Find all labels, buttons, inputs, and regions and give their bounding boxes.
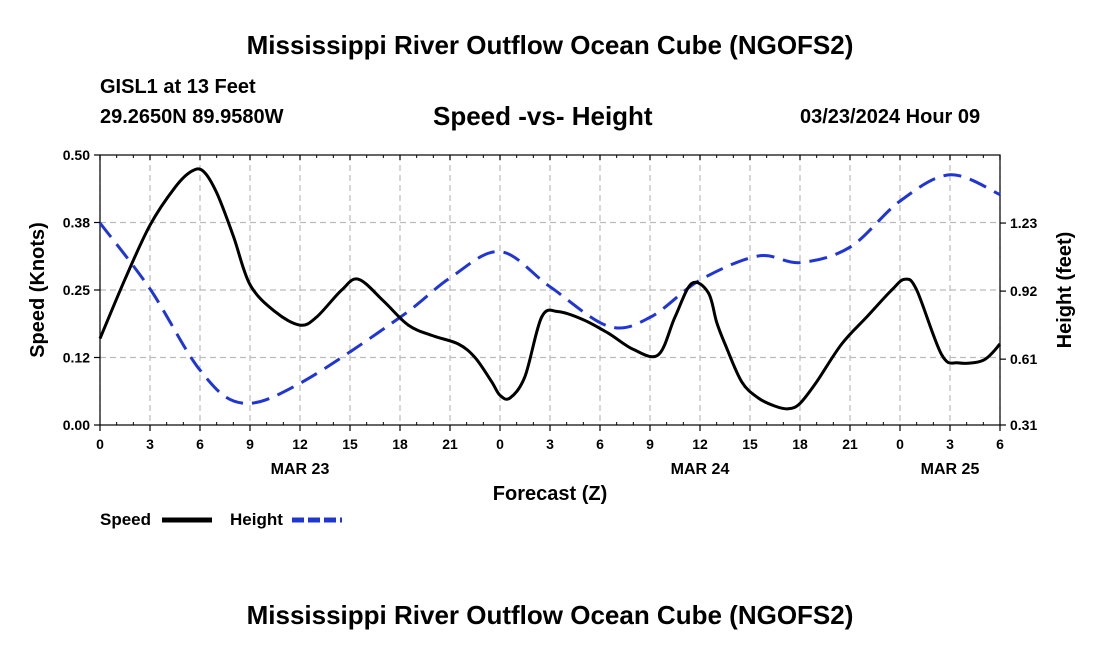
legend-height-label: Height bbox=[230, 510, 283, 529]
x-tick-label: 0 bbox=[96, 436, 104, 452]
x-tick-label: 0 bbox=[496, 436, 504, 452]
date-label: MAR 25 bbox=[921, 461, 980, 478]
x-tick-label: 6 bbox=[196, 436, 204, 452]
x-tick-label: 18 bbox=[792, 436, 808, 452]
x-tick-label: 0 bbox=[896, 436, 904, 452]
y-tick-label: 0.00 bbox=[63, 417, 90, 433]
bottom-repeated-title: Mississippi River Outflow Ocean Cube (NG… bbox=[246, 600, 854, 630]
chart-main-title: Mississippi River Outflow Ocean Cube (NG… bbox=[246, 30, 854, 60]
series-line-height bbox=[98, 173, 1001, 405]
tick-layer bbox=[94, 154, 1006, 431]
grid-layer bbox=[99, 155, 1001, 425]
series-layer bbox=[98, 167, 1002, 411]
x-tick-label: 9 bbox=[646, 436, 654, 452]
legend-speed-label: Speed bbox=[100, 510, 151, 529]
y2-tick-label: 1.23 bbox=[1010, 215, 1037, 231]
y-tick-label: 0.38 bbox=[63, 215, 90, 231]
chart-subtitle: Speed -vs- Height bbox=[433, 101, 653, 131]
y2-tick-label: 0.61 bbox=[1010, 351, 1037, 367]
x-tick-label: 3 bbox=[546, 436, 554, 452]
date-label: MAR 24 bbox=[671, 461, 730, 478]
date-label: MAR 23 bbox=[271, 461, 330, 478]
x-tick-label: 12 bbox=[292, 436, 308, 452]
legend: Speed Height bbox=[100, 510, 342, 529]
y2-tick-label: 0.31 bbox=[1010, 417, 1037, 433]
x-tick-label: 15 bbox=[342, 436, 358, 452]
x-tick-label: 3 bbox=[146, 436, 154, 452]
x-tick-label: 12 bbox=[692, 436, 708, 452]
x-tick-label: 6 bbox=[596, 436, 604, 452]
x-tick-label: 21 bbox=[442, 436, 458, 452]
y2-axis-label: Height (feet) bbox=[1054, 232, 1076, 349]
y-tick-label: 0.25 bbox=[63, 282, 90, 298]
x-tick-label: 21 bbox=[842, 436, 858, 452]
x-tick-label: 9 bbox=[246, 436, 254, 452]
y-axis-label: Speed (Knots) bbox=[27, 222, 49, 358]
y-tick-label: 0.50 bbox=[63, 147, 90, 163]
forecast-datetime: 03/23/2024 Hour 09 bbox=[800, 106, 981, 128]
y-tick-label: 0.12 bbox=[63, 350, 90, 366]
x-tick-label: 18 bbox=[392, 436, 408, 452]
station-label: GISL1 at 13 Feet bbox=[100, 76, 256, 98]
x-axis-label: Forecast (Z) bbox=[493, 483, 607, 505]
y2-tick-label: 0.92 bbox=[1010, 283, 1037, 299]
x-tick-label: 3 bbox=[946, 436, 954, 452]
series-line-speed bbox=[98, 167, 1002, 411]
station-coordinates: 29.2650N 89.9580W bbox=[100, 106, 284, 128]
x-tick-label: 6 bbox=[996, 436, 1004, 452]
tick-label-layer: 0 3 6 9 12 15 18 21 0 3 6 9 12 15 18 21 0 3 6 MAR 23 MAR 24 M… bbox=[63, 147, 1038, 478]
x-tick-label: 15 bbox=[742, 436, 758, 452]
